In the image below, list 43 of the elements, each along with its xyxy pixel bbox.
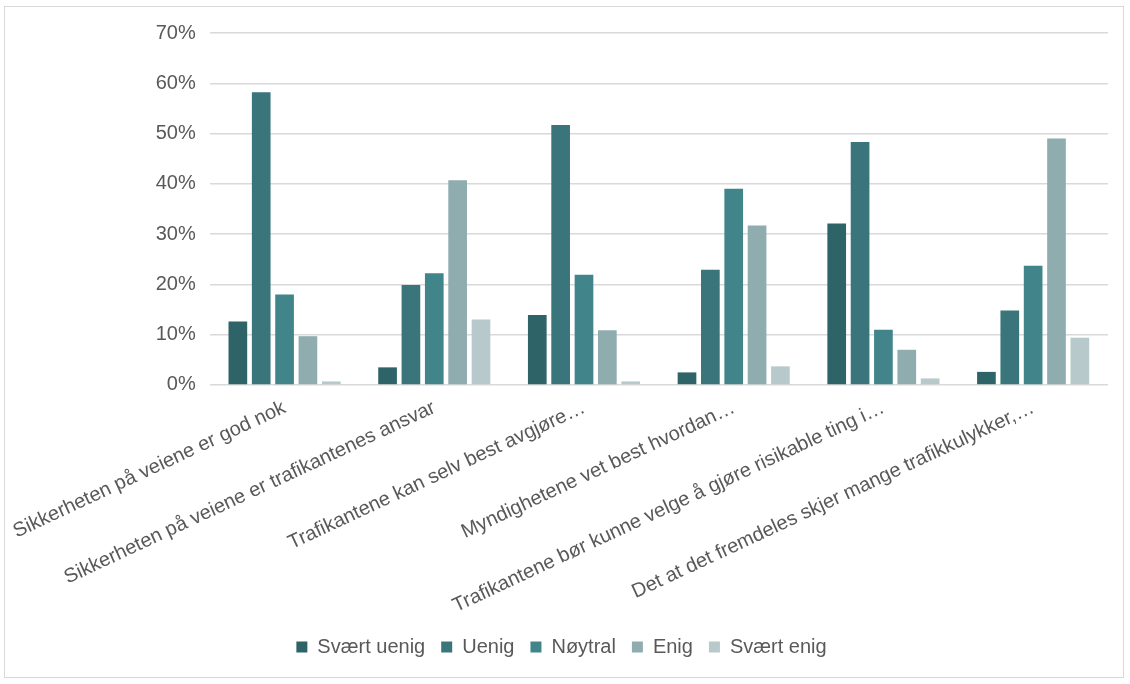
legend-label: Nøytral: [551, 634, 616, 657]
bar: [724, 188, 744, 385]
bar: [527, 315, 547, 385]
bar: [321, 381, 341, 385]
bar: [401, 284, 421, 385]
bar: [228, 321, 248, 385]
bar: [621, 381, 641, 385]
legend-label: Svært uenig: [317, 634, 426, 657]
bar: [424, 273, 444, 385]
bar: [677, 372, 697, 385]
bar: [574, 274, 594, 385]
bar: [920, 378, 940, 385]
bar: [378, 367, 397, 385]
y-tick-label: 70%: [155, 20, 196, 43]
legend-label: Uenig: [462, 634, 515, 657]
bar: [1047, 138, 1066, 385]
bar: [598, 330, 617, 385]
y-tick-label: 30%: [155, 221, 196, 244]
bar: [701, 269, 720, 385]
bar: [897, 349, 917, 385]
y-tick-label: 20%: [155, 271, 196, 294]
bar: [850, 142, 870, 385]
legend-label: Enig: [652, 634, 693, 657]
bar: [298, 336, 318, 385]
y-tick-label: 50%: [155, 121, 196, 144]
y-tick-label: 40%: [155, 171, 196, 194]
bar: [471, 319, 491, 385]
bar: [1070, 337, 1090, 385]
bar: [977, 371, 996, 385]
y-tick-label: 10%: [155, 322, 196, 345]
bar: [275, 294, 294, 385]
bar: [1023, 265, 1043, 385]
y-tick-label: 0%: [166, 372, 196, 395]
bar: [448, 180, 467, 385]
bar: [771, 366, 790, 385]
bar: [251, 92, 271, 385]
bar: [747, 225, 767, 385]
bar: [551, 125, 570, 385]
y-tick-label: 60%: [155, 70, 196, 93]
legend-label: Svært enig: [729, 634, 827, 657]
bar: [1000, 310, 1020, 385]
bar: [874, 329, 893, 385]
bar: [827, 223, 847, 385]
